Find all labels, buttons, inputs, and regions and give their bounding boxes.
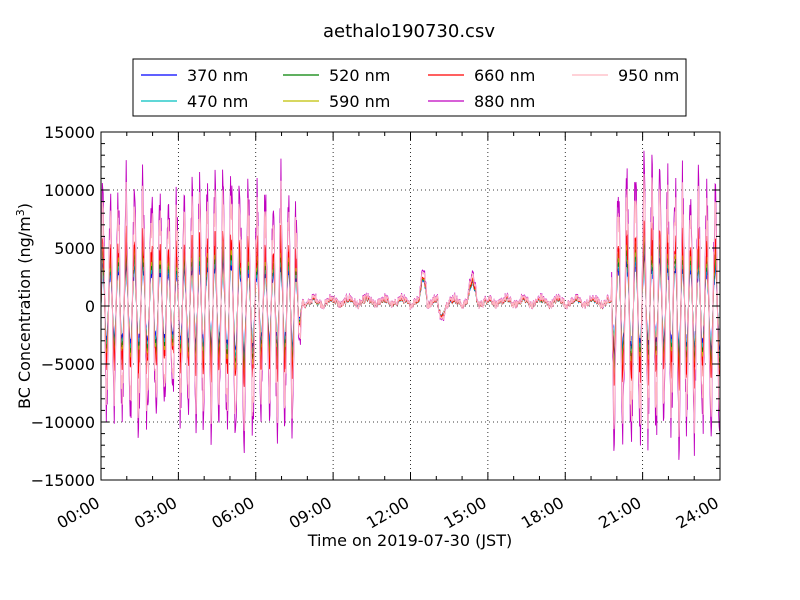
legend-label: 950 nm [618, 66, 679, 85]
y-tick-label: 10000 [44, 181, 95, 200]
y-tick-label: 5000 [54, 239, 95, 258]
legend-box [132, 58, 687, 117]
x-axis-label: Time on 2019-07-30 (JST) [307, 531, 512, 550]
y-axis-label-main: BC Concentration (ng/m [15, 216, 34, 409]
y-axis-label-superscript: 3 [14, 209, 27, 216]
y-axis-label: BC Concentration (ng/m3) [14, 203, 34, 409]
x-tick-label: 18:00 [518, 493, 567, 533]
x-tick-label: 03:00 [131, 493, 180, 533]
y-tick-label: −15000 [31, 471, 95, 490]
x-tick-label: 24:00 [673, 493, 722, 533]
chart-title: aethalo190730.csv [323, 21, 495, 42]
y-tick-labels: 15000 10000 5000 0 −5000 −10000 −15000 [31, 123, 95, 490]
y-tick-label: 15000 [44, 123, 95, 142]
x-tick-label: 00:00 [54, 493, 103, 533]
x-tick-label: 15:00 [440, 493, 489, 533]
x-tick-label: 21:00 [595, 493, 644, 533]
plot-area: 00:00 03:00 06:00 09:00 12:00 15:00 18:00 21:00… [31, 123, 722, 533]
legend-label: 370 nm [187, 66, 248, 85]
legend: 370 nm 470 nm 520 nm 590 nm 660 nm 880 nm 950 … [132, 58, 687, 117]
x-tick-label: 09:00 [286, 493, 335, 533]
x-tick-label: 06:00 [208, 493, 257, 533]
y-tick-label: −10000 [31, 413, 95, 432]
legend-label: 470 nm [187, 92, 248, 111]
axis-ticks [100, 131, 721, 481]
legend-label: 520 nm [329, 66, 390, 85]
x-tick-label: 12:00 [363, 493, 412, 533]
legend-label: 660 nm [474, 66, 535, 85]
x-tick-labels: 00:00 03:00 06:00 09:00 12:00 15:00 18:00 21:00… [54, 493, 722, 533]
series-lines [101, 150, 720, 460]
y-axis-label-close: ) [15, 203, 34, 209]
legend-label: 590 nm [329, 92, 390, 111]
y-tick-label: −5000 [41, 355, 95, 374]
series-line-950-nm [101, 173, 720, 437]
y-tick-label: 0 [85, 297, 95, 316]
legend-label: 880 nm [474, 92, 535, 111]
